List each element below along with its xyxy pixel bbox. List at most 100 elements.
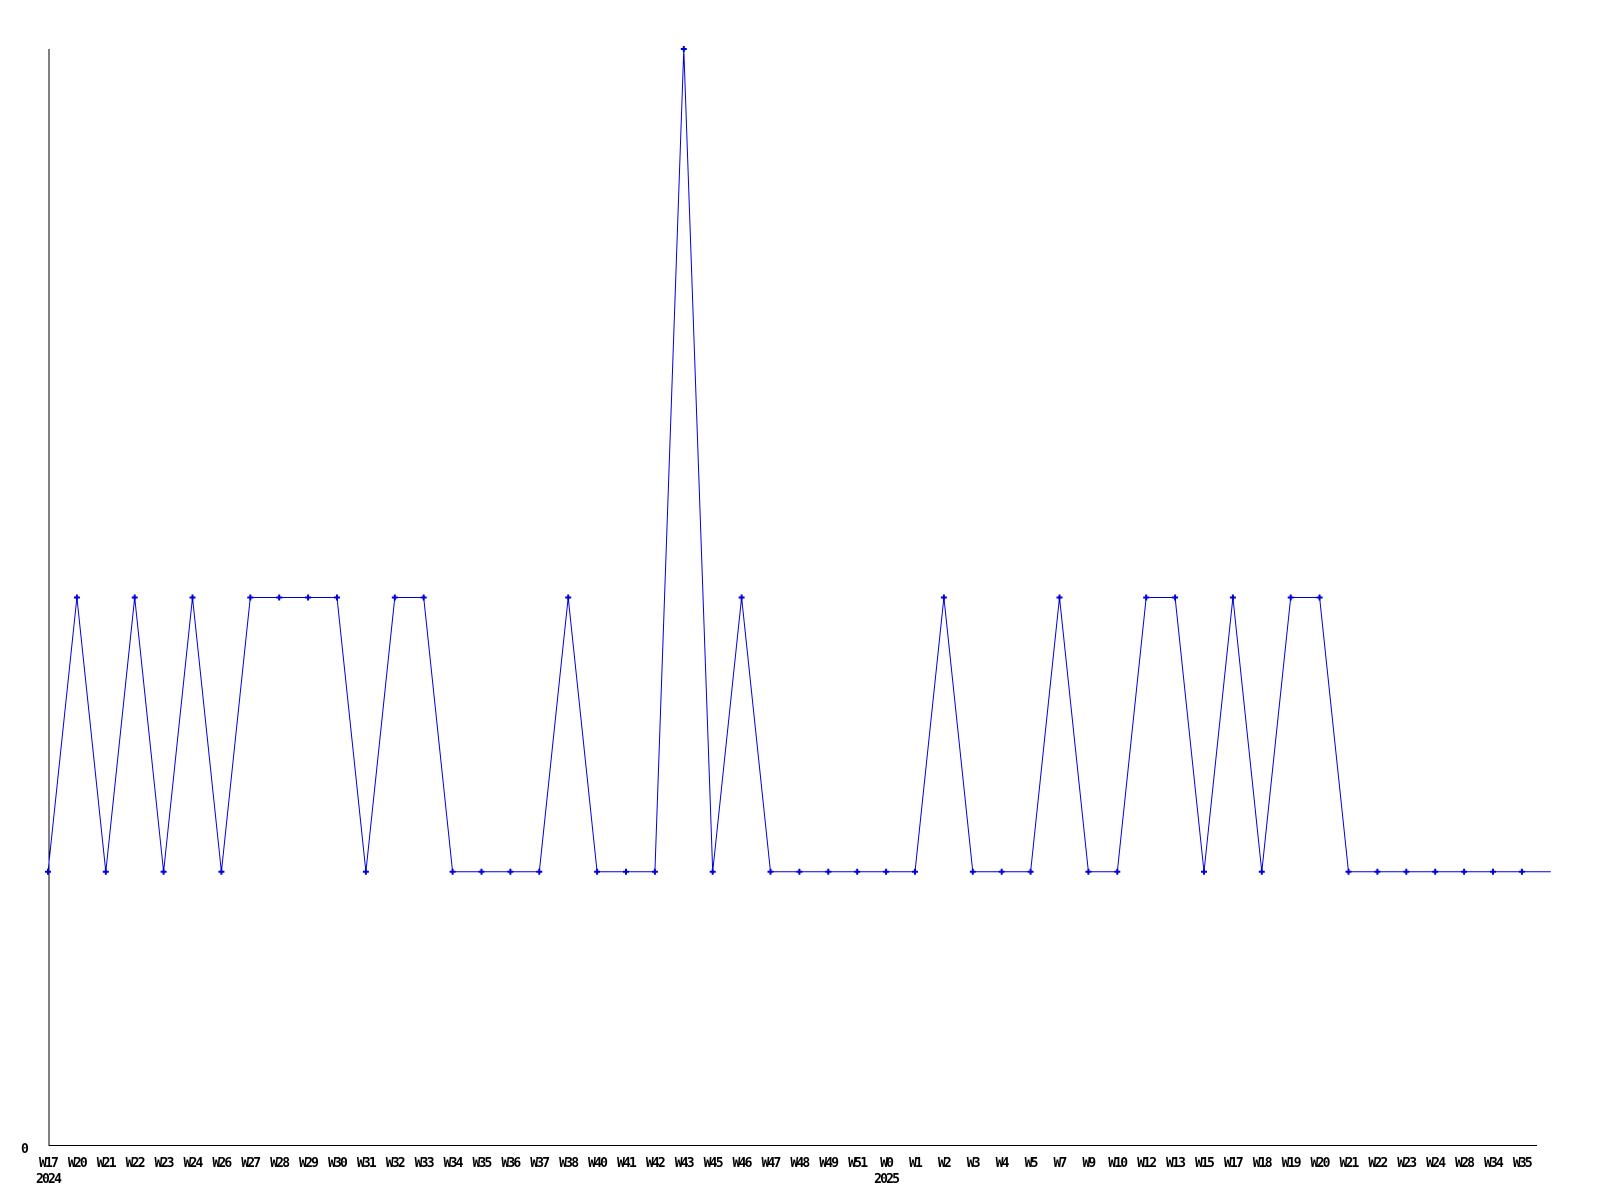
data-point-marker [362, 868, 369, 875]
data-point-marker [565, 594, 572, 601]
x-tick-label: W2 [938, 1156, 951, 1171]
data-point-marker [536, 868, 543, 875]
x-tick-label: W24 [183, 1156, 203, 1171]
data-point-marker [738, 594, 745, 601]
data-point-marker [1287, 594, 1294, 601]
data-point-marker [305, 594, 312, 601]
data-point-marker [1490, 868, 1496, 875]
x-tick-label: W26 [212, 1156, 232, 1171]
x-tick-label: W41 [617, 1156, 637, 1171]
x-tick-label: W22 [1368, 1156, 1387, 1171]
x-tick-label: W17 [1224, 1156, 1243, 1171]
x-tick-label: W7 [1053, 1156, 1066, 1171]
data-point-marker [1518, 868, 1525, 875]
data-point-marker [767, 868, 774, 875]
x-tick-label: W1 [909, 1156, 923, 1171]
data-point-marker [73, 594, 80, 601]
x-tick-label: W34 [1484, 1156, 1504, 1171]
data-point-marker [507, 868, 514, 875]
x-tick-label: W23 [1397, 1156, 1416, 1171]
data-point-marker [623, 868, 629, 875]
data-point-marker [1345, 868, 1352, 875]
data-point-marker [998, 868, 1005, 875]
x-tick-label: W21 [1339, 1156, 1359, 1171]
x-tick-label: W20 [68, 1156, 88, 1171]
data-point-marker [247, 594, 254, 601]
x-tick-label: W28 [270, 1156, 290, 1171]
x-tick-label: W5 [1025, 1156, 1038, 1171]
year-label: 2024 [36, 1172, 62, 1187]
data-point-marker [276, 594, 283, 601]
x-tick-label: W22 [126, 1156, 145, 1171]
x-tick-label: W10 [1108, 1156, 1128, 1171]
data-point-marker [478, 868, 485, 875]
data-point-marker [651, 868, 658, 875]
data-point-marker [1114, 868, 1121, 875]
data-point-marker [449, 868, 456, 875]
data-point-marker [218, 868, 225, 875]
x-tick-label: W27 [241, 1156, 260, 1171]
x-tick-label: W49 [819, 1156, 838, 1171]
x-tick-label: W35 [472, 1156, 491, 1171]
data-point-marker [825, 868, 832, 875]
data-point-marker [391, 594, 398, 601]
x-tick-label: W40 [588, 1156, 608, 1171]
x-tick-label: W47 [761, 1156, 780, 1171]
x-tick-label: W9 [1082, 1156, 1095, 1171]
x-tick-label: W18 [1253, 1156, 1273, 1171]
x-tick-label: W46 [733, 1156, 753, 1171]
data-point-marker [1085, 868, 1092, 875]
data-point-marker [1056, 594, 1063, 601]
x-tick-label: W38 [559, 1156, 579, 1171]
x-tick-label: W17 [39, 1156, 58, 1171]
data-point-marker [1374, 868, 1381, 875]
x-tick-label: W19 [1282, 1156, 1301, 1171]
data-point-marker [940, 594, 947, 601]
data-point-marker [1143, 594, 1150, 601]
x-tick-label: W29 [299, 1156, 318, 1171]
x-tick-label: W13 [1166, 1156, 1185, 1171]
data-point-marker [969, 868, 976, 875]
data-point-marker [854, 868, 861, 875]
x-tick-label: W28 [1455, 1156, 1475, 1171]
series-line [47, 48, 1551, 873]
data-point-marker [1027, 868, 1034, 875]
data-point-marker [1201, 868, 1207, 875]
x-tick-label: W21 [97, 1156, 117, 1171]
data-point-marker [45, 868, 51, 875]
data-point-marker [1172, 594, 1179, 601]
x-tick-label: W12 [1137, 1156, 1156, 1171]
data-point-marker [189, 594, 196, 601]
data-point-marker [796, 868, 803, 875]
x-tick-label: W23 [155, 1156, 174, 1171]
data-point-marker [1403, 868, 1410, 875]
data-point-marker [594, 868, 601, 875]
x-tick-label: W43 [675, 1156, 694, 1171]
x-tick-label: W20 [1311, 1156, 1331, 1171]
x-tick-label: W0 [880, 1156, 894, 1171]
data-point-marker [680, 46, 687, 52]
data-point-marker [420, 594, 427, 601]
data-point-marker [1461, 868, 1468, 875]
x-tick-label: W34 [444, 1156, 464, 1171]
x-tick-label: W37 [530, 1156, 549, 1171]
x-tick-label: W45 [704, 1156, 723, 1171]
data-point-marker [883, 868, 890, 875]
x-tick-label: W3 [967, 1156, 980, 1171]
data-point-marker [912, 868, 918, 875]
x-tick-label: W15 [1195, 1156, 1214, 1171]
year-label: 2025 [874, 1172, 899, 1187]
x-tick-label: W31 [357, 1156, 377, 1171]
data-point-marker [1316, 594, 1323, 601]
x-tick-label: W35 [1513, 1156, 1532, 1171]
data-point-marker [160, 868, 167, 875]
x-tick-label: W51 [848, 1156, 868, 1171]
x-tick-label: W32 [386, 1156, 405, 1171]
x-tick-label: W36 [501, 1156, 521, 1171]
data-point-marker [1229, 594, 1236, 601]
x-tick-label: W24 [1426, 1156, 1446, 1171]
y-tick-label: 0 [21, 1142, 29, 1157]
data-point-marker [131, 594, 138, 601]
